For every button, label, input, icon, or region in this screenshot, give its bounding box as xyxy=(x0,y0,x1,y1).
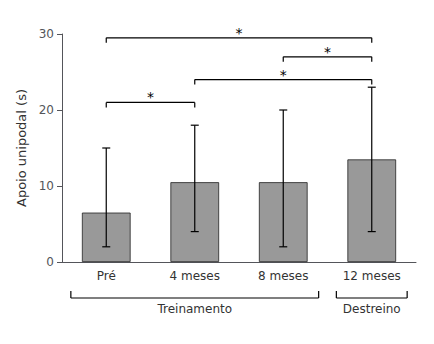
svg-text:Apoio unipodal (s): Apoio unipodal (s) xyxy=(14,89,29,207)
svg-text:20: 20 xyxy=(39,103,54,117)
svg-text:*: * xyxy=(324,44,331,60)
svg-text:8 meses: 8 meses xyxy=(258,269,308,283)
svg-text:*: * xyxy=(236,25,243,41)
svg-text:*: * xyxy=(280,67,287,83)
svg-text:12 meses: 12 meses xyxy=(343,269,401,283)
svg-text:0: 0 xyxy=(46,255,54,269)
svg-text:*: * xyxy=(147,89,154,105)
svg-text:4 meses: 4 meses xyxy=(170,269,220,283)
svg-text:Pré: Pré xyxy=(97,269,116,283)
svg-text:30: 30 xyxy=(39,27,54,41)
svg-text:Treinamento: Treinamento xyxy=(156,302,232,316)
svg-text:Destreino: Destreino xyxy=(343,302,401,316)
svg-text:10: 10 xyxy=(39,179,54,193)
